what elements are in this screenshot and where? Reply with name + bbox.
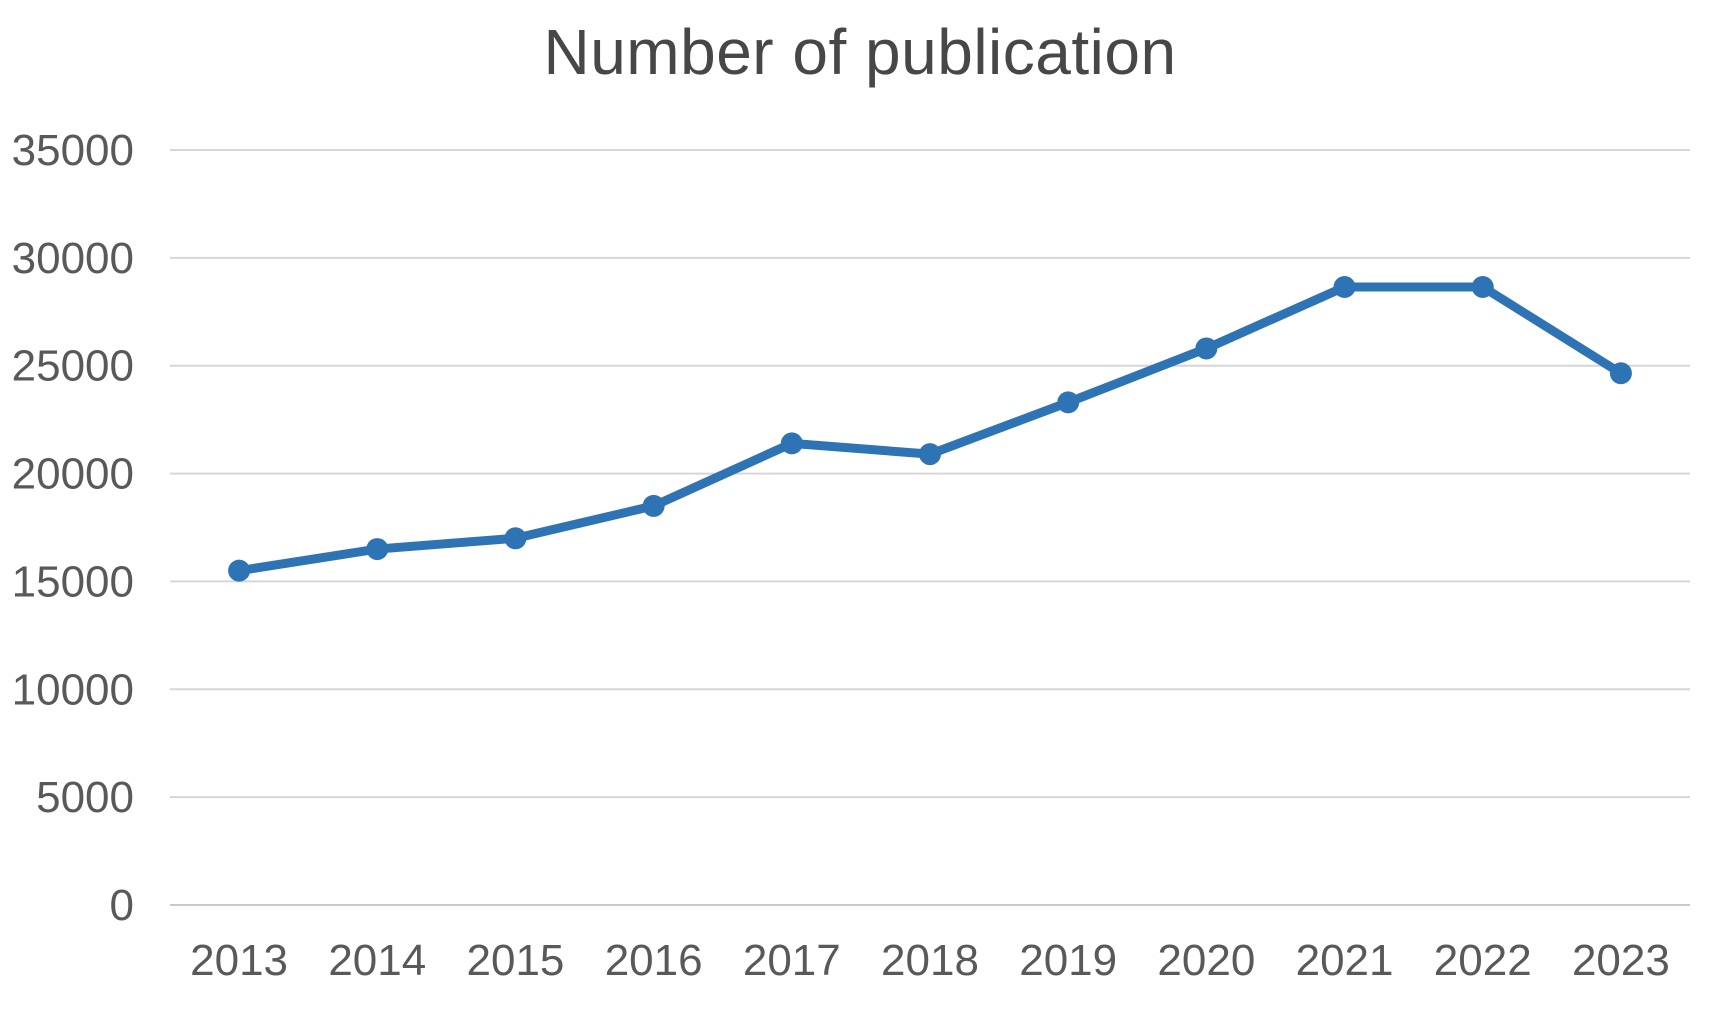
y-tick-label: 35000 bbox=[12, 126, 134, 175]
x-tick-label: 2013 bbox=[190, 936, 288, 985]
x-tick-label: 2022 bbox=[1434, 936, 1532, 985]
data-point-2016 bbox=[642, 494, 665, 517]
x-tick-label: 2017 bbox=[743, 936, 841, 985]
x-tick-label: 2023 bbox=[1572, 936, 1670, 985]
y-tick-label: 15000 bbox=[12, 557, 134, 606]
data-point-2023 bbox=[1609, 362, 1632, 385]
data-point-2019 bbox=[1057, 391, 1080, 414]
y-tick-label: 25000 bbox=[12, 342, 134, 391]
y-tick-label: 10000 bbox=[12, 665, 134, 714]
y-tick-label: 5000 bbox=[36, 773, 134, 822]
data-point-2015 bbox=[504, 527, 527, 550]
data-point-2014 bbox=[366, 538, 389, 561]
x-tick-label: 2015 bbox=[467, 936, 565, 985]
y-tick-label: 0 bbox=[110, 881, 134, 930]
x-tick-label: 2014 bbox=[328, 936, 426, 985]
x-tick-label: 2020 bbox=[1157, 936, 1255, 985]
x-tick-label: 2018 bbox=[881, 936, 979, 985]
data-line bbox=[234, 282, 1626, 576]
data-point-2018 bbox=[919, 443, 941, 466]
data-point-2021 bbox=[1333, 275, 1356, 298]
chart-title: Number of publication bbox=[543, 16, 1177, 88]
data-point-2020 bbox=[1195, 337, 1218, 360]
data-point-2022 bbox=[1471, 275, 1494, 298]
x-tick-label: 2019 bbox=[1019, 936, 1117, 985]
data-point-2013 bbox=[228, 559, 251, 582]
y-tick-label: 20000 bbox=[12, 450, 134, 499]
x-tick-label: 2016 bbox=[605, 936, 703, 985]
data-point-2017 bbox=[780, 432, 803, 455]
x-tick-label: 2021 bbox=[1296, 936, 1394, 985]
y-tick-label: 30000 bbox=[12, 234, 134, 283]
